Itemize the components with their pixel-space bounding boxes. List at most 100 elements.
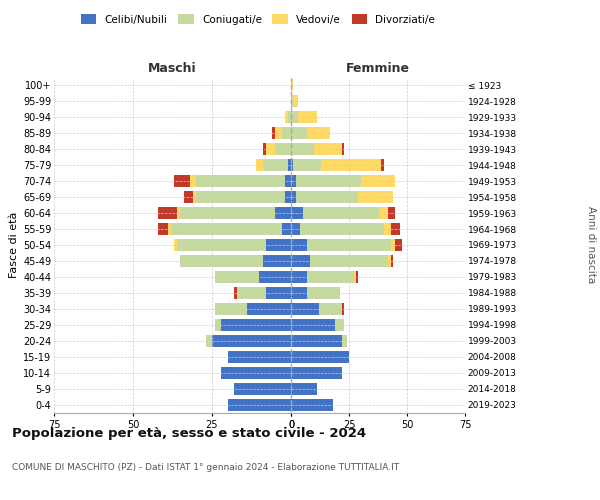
Bar xyxy=(291,175,296,187)
Bar xyxy=(291,223,300,235)
Bar xyxy=(302,207,379,219)
Bar xyxy=(310,255,388,267)
Bar xyxy=(291,255,310,267)
Legend: Celibi/Nubili, Coniugati/e, Vedovi/e, Divorziati/e: Celibi/Nubili, Coniugati/e, Vedovi/e, Di… xyxy=(77,10,439,29)
Bar xyxy=(291,207,302,219)
Bar xyxy=(291,319,335,330)
Bar xyxy=(184,191,193,203)
Bar xyxy=(382,160,384,171)
Bar xyxy=(228,350,291,362)
Bar xyxy=(321,160,382,171)
Text: Popolazione per età, sesso e stato civile - 2024: Popolazione per età, sesso e stato civil… xyxy=(12,428,366,440)
Bar xyxy=(358,191,393,203)
Bar xyxy=(319,303,342,315)
Bar xyxy=(171,223,281,235)
Bar xyxy=(307,239,391,251)
Bar xyxy=(177,239,266,251)
Bar xyxy=(288,160,291,171)
Bar xyxy=(228,398,291,410)
Bar xyxy=(263,160,288,171)
Bar xyxy=(379,207,388,219)
Bar xyxy=(300,223,384,235)
Bar xyxy=(177,207,181,219)
Bar xyxy=(263,144,266,156)
Bar xyxy=(291,160,293,171)
Bar xyxy=(266,287,291,299)
Bar xyxy=(266,144,275,156)
Bar xyxy=(307,287,340,299)
Bar xyxy=(284,112,288,124)
Bar xyxy=(391,255,393,267)
Bar xyxy=(296,175,361,187)
Bar xyxy=(361,175,395,187)
Bar xyxy=(281,223,291,235)
Bar xyxy=(272,128,275,140)
Bar xyxy=(168,223,171,235)
Bar xyxy=(388,207,395,219)
Bar xyxy=(193,191,196,203)
Bar xyxy=(281,128,291,140)
Bar xyxy=(307,128,331,140)
Bar xyxy=(293,160,321,171)
Text: Anni di nascita: Anni di nascita xyxy=(586,206,596,284)
Bar xyxy=(298,112,317,124)
Bar xyxy=(234,287,237,299)
Title: Femmine: Femmine xyxy=(346,62,410,75)
Text: COMUNE DI MASCHITO (PZ) - Dati ISTAT 1° gennaio 2024 - Elaborazione TUTTITALIA.I: COMUNE DI MASCHITO (PZ) - Dati ISTAT 1° … xyxy=(12,462,399,471)
Bar xyxy=(384,223,391,235)
Bar xyxy=(388,255,391,267)
Bar xyxy=(275,144,291,156)
Bar xyxy=(291,271,307,283)
Bar xyxy=(256,160,263,171)
Bar xyxy=(395,239,403,251)
Bar xyxy=(296,191,358,203)
Bar xyxy=(212,334,291,346)
Bar xyxy=(291,128,307,140)
Bar xyxy=(391,239,395,251)
Bar xyxy=(275,128,281,140)
Bar xyxy=(291,144,314,156)
Bar xyxy=(158,207,177,219)
Bar xyxy=(291,366,342,378)
Bar xyxy=(307,271,353,283)
Bar xyxy=(215,303,247,315)
Bar xyxy=(342,144,344,156)
Bar xyxy=(342,334,347,346)
Bar xyxy=(291,382,317,394)
Bar xyxy=(291,112,298,124)
Bar xyxy=(275,207,291,219)
Bar xyxy=(221,319,291,330)
Bar xyxy=(291,191,296,203)
Bar xyxy=(353,271,356,283)
Bar xyxy=(259,271,291,283)
Bar xyxy=(174,175,190,187)
Bar xyxy=(391,223,400,235)
Bar xyxy=(266,239,291,251)
Bar xyxy=(291,239,307,251)
Bar xyxy=(196,175,284,187)
Bar xyxy=(291,287,307,299)
Bar xyxy=(263,255,291,267)
Bar xyxy=(342,303,344,315)
Bar xyxy=(215,319,221,330)
Bar xyxy=(284,175,291,187)
Bar xyxy=(206,334,212,346)
Bar xyxy=(356,271,358,283)
Bar xyxy=(288,112,291,124)
Bar xyxy=(284,191,291,203)
Bar xyxy=(215,271,259,283)
Y-axis label: Fasce di età: Fasce di età xyxy=(8,212,19,278)
Bar xyxy=(291,80,293,92)
Bar xyxy=(291,398,333,410)
Bar xyxy=(314,144,342,156)
Bar xyxy=(221,366,291,378)
Bar xyxy=(291,96,293,108)
Bar xyxy=(181,207,275,219)
Bar xyxy=(196,191,284,203)
Bar xyxy=(181,255,263,267)
Bar xyxy=(247,303,291,315)
Bar xyxy=(335,319,344,330)
Bar xyxy=(291,303,319,315)
Bar xyxy=(190,175,196,187)
Bar xyxy=(237,287,266,299)
